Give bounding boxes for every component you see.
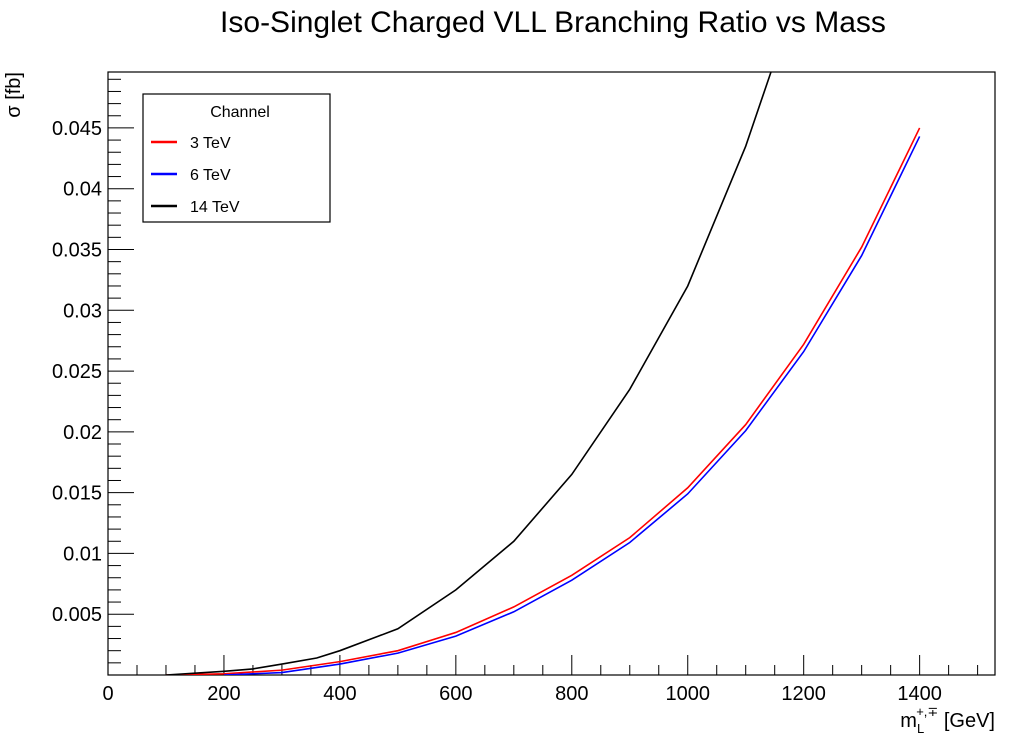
legend-label: 6 TeV <box>190 167 231 184</box>
y-tick-label: 0.025 <box>52 361 102 383</box>
y-tick-label: 0.02 <box>63 422 102 444</box>
y-tick-label: 0.045 <box>52 118 102 140</box>
plot-frame <box>107 71 996 676</box>
legend: Channel 3 TeV 6 TeV 14 TeV <box>142 93 331 223</box>
y-tick-label: 0.005 <box>52 604 102 626</box>
y-tick-label: 0.035 <box>52 239 102 261</box>
y-tick-label: 0.04 <box>63 179 102 201</box>
x-tick-label: 1000 <box>665 683 710 705</box>
series-line-3-tev <box>165 127 921 675</box>
chart-title: Iso-Singlet Charged VLL Branching Ratio … <box>220 6 886 39</box>
x-tick-label: 200 <box>207 683 240 705</box>
legend-box <box>142 93 331 223</box>
y-tick-label: 0.03 <box>63 300 102 322</box>
x-tick-label: 400 <box>323 683 356 705</box>
legend-label: 14 TeV <box>190 199 240 216</box>
y-tick-label: 0.01 <box>63 543 102 565</box>
x-tick-label: 600 <box>439 683 472 705</box>
x-axis-label: mL+,∓ [GeV] <box>900 704 995 736</box>
x-tick-label: 0 <box>102 683 113 705</box>
x-tick-label: 800 <box>555 683 588 705</box>
legend-label: 3 TeV <box>190 135 231 152</box>
y-axis-label: σ [fb] <box>3 72 25 118</box>
y-tick-label: 0.015 <box>52 483 102 505</box>
x-tick-label: 1200 <box>781 683 826 705</box>
series-line-14-tev <box>165 72 772 675</box>
legend-title: Channel <box>210 104 270 121</box>
series-line-6-tev <box>223 136 921 675</box>
x-tick-label: 1400 <box>897 683 942 705</box>
